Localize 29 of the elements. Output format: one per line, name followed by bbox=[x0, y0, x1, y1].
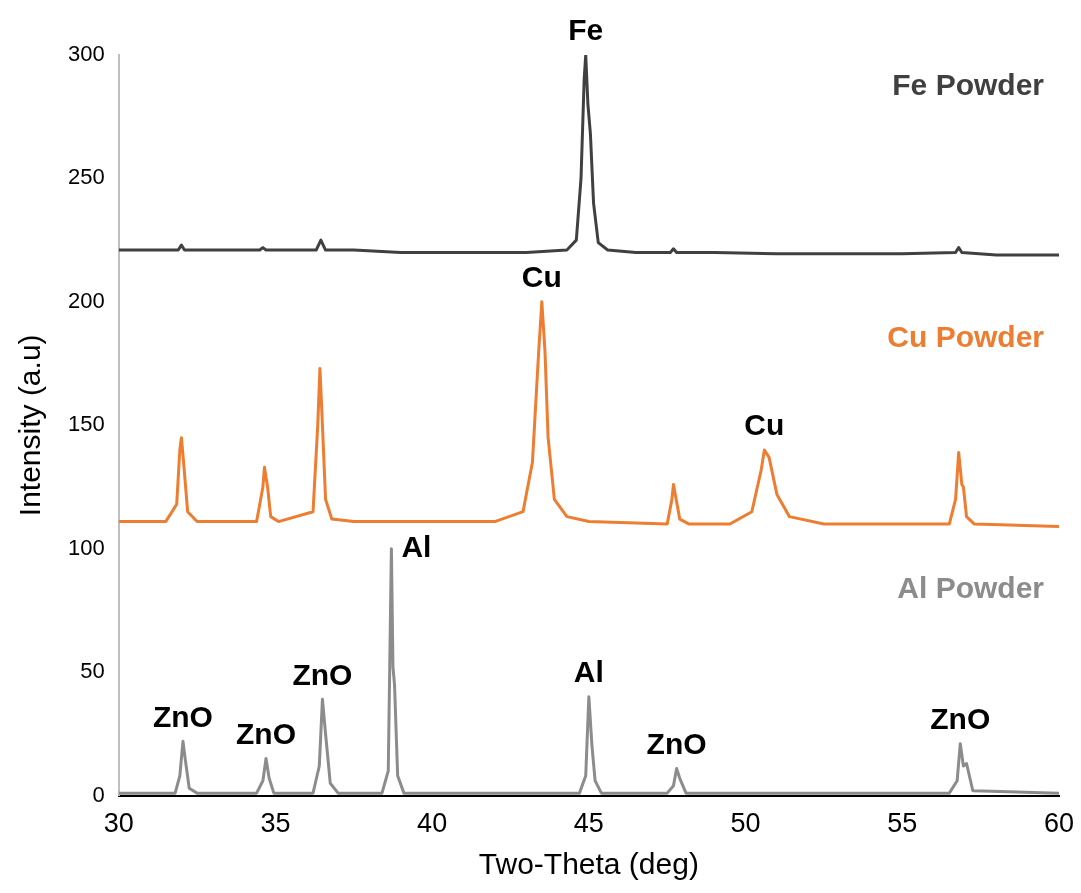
x-tick-label: 60 bbox=[1043, 808, 1075, 839]
annotation: Al bbox=[573, 655, 604, 689]
annotation: Al bbox=[401, 530, 432, 563]
annotation: Cu bbox=[744, 408, 785, 442]
annotation: ZnO bbox=[152, 699, 213, 733]
y-tick-label: 200 bbox=[67, 287, 105, 313]
annotation: ZnO bbox=[646, 726, 707, 760]
x-tick-label: 35 bbox=[260, 808, 291, 839]
x-tick-label: 50 bbox=[730, 808, 761, 839]
annotation: Cu bbox=[521, 260, 562, 294]
y-tick-label: 300 bbox=[67, 41, 105, 67]
annotation: ZnO bbox=[292, 657, 353, 691]
x-tick-label: 45 bbox=[573, 808, 604, 839]
annotation: ZnO bbox=[930, 702, 991, 736]
annotation: Fe bbox=[568, 13, 604, 47]
x-tick-label: 55 bbox=[887, 808, 918, 839]
text: Cu Powder bbox=[887, 319, 1045, 353]
annotation: ZnO bbox=[236, 716, 297, 750]
text: Fe Powder bbox=[892, 67, 1045, 101]
x-tick-label: 40 bbox=[417, 808, 448, 839]
y-axis-title: Intensity (a.u) bbox=[13, 334, 47, 517]
y-tick-label: 150 bbox=[67, 411, 105, 437]
y-tick-label: 100 bbox=[67, 534, 105, 560]
text: Al Powder bbox=[897, 570, 1045, 604]
y-tick-label: 0 bbox=[92, 781, 105, 807]
y-tick-label: 50 bbox=[80, 658, 105, 684]
x-axis-title: Two-Theta (deg) bbox=[478, 847, 699, 881]
y-tick-label: 250 bbox=[67, 164, 105, 190]
x-tick-label: 30 bbox=[103, 808, 134, 839]
